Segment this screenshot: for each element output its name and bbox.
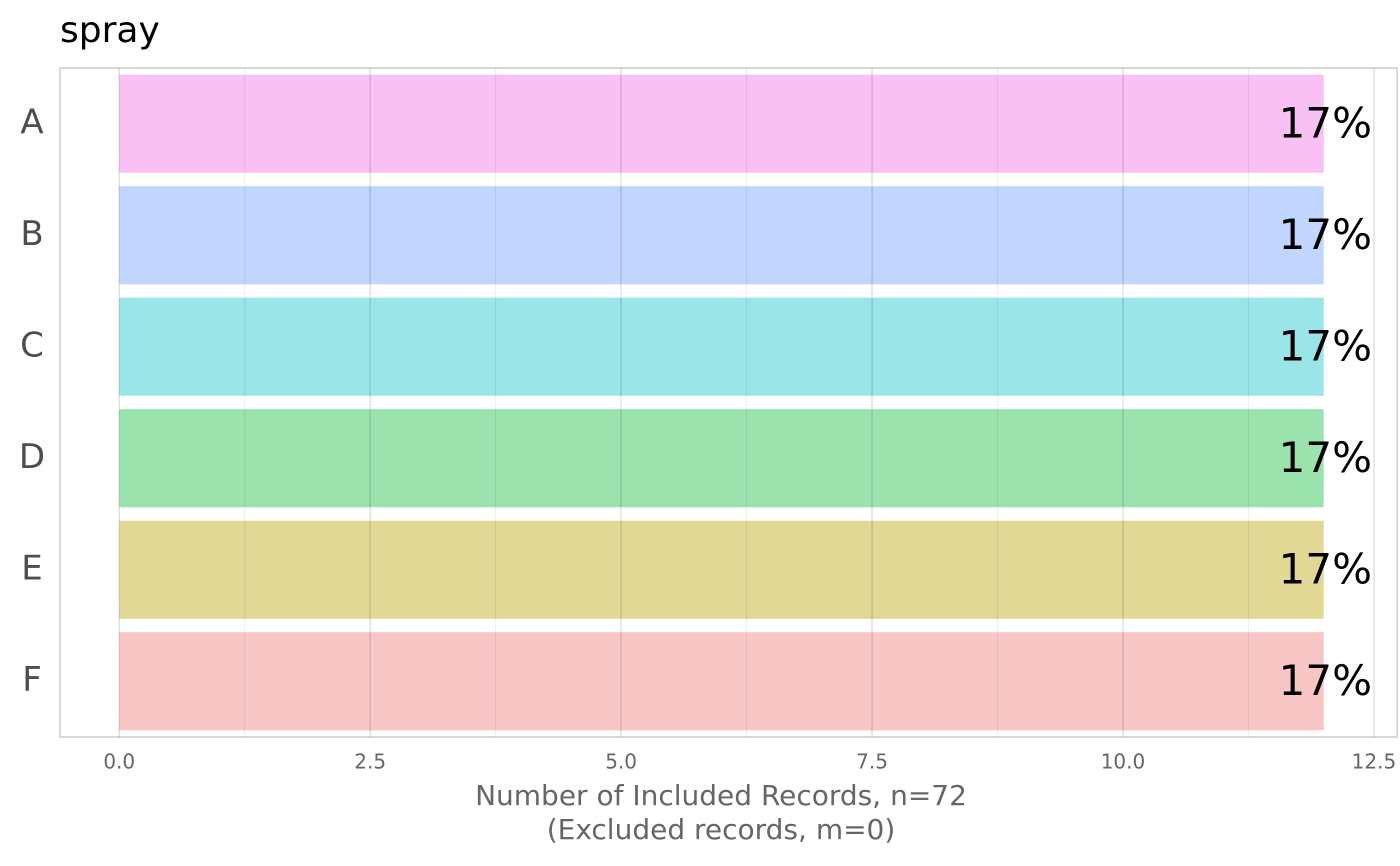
x-tick-label: 12.5 <box>1352 750 1397 774</box>
y-tick-label: F <box>22 660 42 700</box>
bar <box>119 74 1324 173</box>
bar-label: 17% <box>1279 433 1372 482</box>
bar <box>119 186 1324 285</box>
bar <box>119 520 1324 619</box>
x-axis-title: Number of Included Records, n=72 <box>475 779 967 812</box>
bar-label: 17% <box>1279 544 1372 593</box>
x-tick-label: 0.0 <box>103 750 135 774</box>
x-axis-subtitle: (Excluded records, m=0) <box>547 813 896 846</box>
bar-label: 17% <box>1279 98 1372 147</box>
bar <box>119 297 1324 396</box>
x-tick-label: 10.0 <box>1101 750 1146 774</box>
bar <box>119 409 1324 508</box>
x-tick-label: 7.5 <box>856 750 888 774</box>
y-tick-label: E <box>21 548 42 588</box>
y-tick-label: B <box>20 214 43 254</box>
bar-label: 17% <box>1279 321 1372 370</box>
bar <box>119 632 1324 731</box>
y-tick-label: D <box>19 437 45 477</box>
x-tick-label: 2.5 <box>354 750 386 774</box>
bar-label: 17% <box>1279 656 1372 705</box>
panel-border <box>59 67 1398 738</box>
chart-title: spray <box>60 10 160 51</box>
y-tick-label: C <box>20 325 44 365</box>
x-tick-label: 5.0 <box>605 750 637 774</box>
bar-label: 17% <box>1279 210 1372 259</box>
y-tick-label: A <box>20 102 43 142</box>
